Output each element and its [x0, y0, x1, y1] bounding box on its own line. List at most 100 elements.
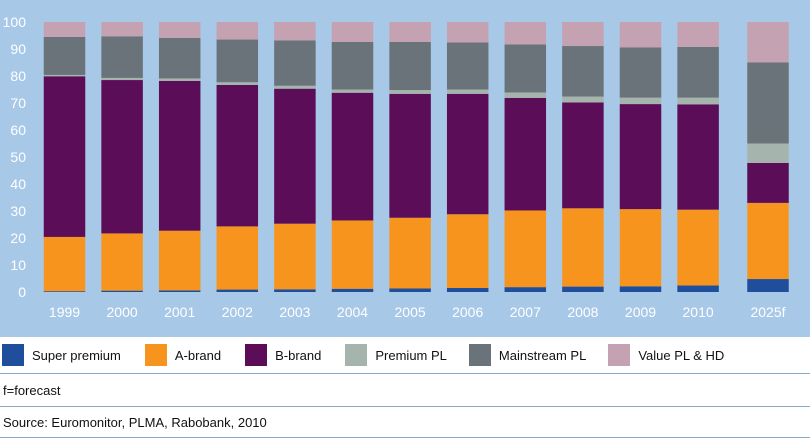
bar-segment-premium-pl [504, 92, 547, 98]
bar-segment-premium-pl [216, 82, 259, 85]
bar-segment-mainstream-pl [158, 37, 201, 79]
y-tick-label: 10 [10, 257, 26, 273]
bar-segment-mainstream-pl [446, 42, 489, 90]
bar-segment-mainstream-pl [389, 41, 431, 91]
bar-segment-premium-pl [562, 96, 604, 103]
bar-segment-mainstream-pl [562, 46, 604, 97]
legend-item: B-brand [245, 344, 321, 366]
legend-label: B-brand [275, 347, 322, 363]
bar-segment-b-brand [331, 92, 374, 221]
bar-segment-premium-pl [389, 90, 431, 94]
legend-item: Premium PL [345, 344, 447, 366]
bar-segment-b-brand [562, 102, 604, 209]
bar-segment-super-premium [43, 291, 86, 292]
bar-segment-b-brand [274, 88, 316, 224]
legend-label: Premium PL [375, 347, 447, 363]
x-tick-label: 2001 [164, 304, 195, 320]
bar-segment-mainstream-pl [43, 36, 86, 75]
bar-segment-value-pl-hd [216, 22, 259, 40]
bar-segment-mainstream-pl [101, 36, 143, 78]
forecast-note-text: f=forecast [3, 382, 61, 398]
x-tick-label: 2010 [683, 304, 714, 320]
bar-segment-mainstream-pl [504, 44, 547, 93]
bar-segment-value-pl-hd [101, 22, 143, 37]
bar-segment-premium-pl [274, 85, 316, 89]
bar-segment-premium-pl [158, 78, 201, 81]
legend-swatch [608, 344, 631, 366]
forecast-note: f=forecast [0, 374, 810, 407]
legend-item: Super premium [2, 344, 121, 366]
legend-item: A-brand [144, 344, 222, 366]
bar-segment-a-brand [747, 202, 789, 280]
legend-swatch [245, 344, 268, 366]
legend-swatch [2, 344, 24, 366]
bar-segment-value-pl-hd [446, 22, 489, 43]
bar-segment-mainstream-pl [216, 39, 259, 83]
bar-segment-value-pl-hd [331, 22, 374, 42]
y-tick-label: 30 [10, 203, 26, 219]
bar-segment-premium-pl [677, 97, 719, 105]
bar-segment-b-brand [619, 104, 662, 210]
bar-segment-premium-pl [747, 143, 789, 163]
bar-segment-mainstream-pl [747, 62, 789, 144]
x-tick-label: 2004 [337, 304, 368, 320]
bar-segment-super-premium [101, 290, 143, 292]
bar-segment-premium-pl [43, 74, 86, 77]
bar-segment-b-brand [446, 93, 489, 215]
y-tick-label: 100 [3, 14, 27, 30]
bar-segment-super-premium [446, 287, 489, 292]
bar-segment-a-brand [216, 226, 259, 290]
y-tick-label: 70 [10, 95, 26, 111]
bar-segment-super-premium [158, 290, 201, 292]
legend-swatch [144, 344, 167, 366]
bar-segment-a-brand [389, 217, 431, 289]
x-tick-label: 1999 [49, 304, 80, 320]
bar-segment-value-pl-hd [158, 22, 201, 38]
y-tick-label: 40 [10, 176, 26, 192]
bar-segment-value-pl-hd [747, 22, 789, 63]
y-tick-label: 80 [10, 68, 26, 84]
bar-segment-b-brand [101, 80, 143, 234]
y-tick-label: 20 [10, 230, 26, 246]
bar-segment-mainstream-pl [677, 46, 719, 98]
legend-item: Value PL & HD [608, 344, 724, 366]
bar-segment-mainstream-pl [274, 40, 316, 86]
bar-segment-value-pl-hd [677, 22, 719, 47]
y-tick-label: 0 [18, 284, 26, 300]
bar-segment-premium-pl [619, 97, 662, 105]
legend-swatch [345, 344, 368, 366]
bar-segment-premium-pl [101, 77, 143, 81]
legend-label: A-brand [174, 347, 222, 363]
bar-segment-value-pl-hd [389, 22, 431, 42]
bar-segment-premium-pl [446, 89, 489, 94]
source-note: Source: Euromonitor, PLMA, Rabobank, 201… [0, 407, 810, 438]
bar-segment-super-premium [389, 288, 431, 292]
bar-segment-a-brand [43, 236, 86, 292]
bar-segment-value-pl-hd [619, 22, 662, 48]
bar-segment-super-premium [274, 289, 316, 292]
y-tick-label: 60 [10, 122, 26, 138]
bar-segment-premium-pl [331, 89, 374, 93]
y-tick-label: 50 [10, 149, 26, 165]
bar-segment-a-brand [446, 214, 489, 288]
bar-segment-a-brand [101, 233, 143, 291]
bar-segment-super-premium [562, 286, 604, 292]
chart-panel: 0 10 20 30 40 50 60 70 80 90 100 1999 2000 2001 2002 20… [0, 0, 810, 337]
bar-segment-super-premium [747, 279, 789, 292]
legend-label: Super premium [32, 347, 121, 363]
bar-segment-super-premium [677, 285, 719, 292]
bar-segment-b-brand [389, 93, 431, 218]
x-tick-label: 2006 [452, 304, 483, 320]
bar-segment-super-premium [331, 288, 374, 292]
bar-segment-super-premium [216, 289, 259, 292]
legend: Super premium A-brand B-brand Premium PL Mai… [0, 337, 810, 374]
x-tick-label: 2002 [222, 304, 253, 320]
bar-segment-a-brand [677, 209, 719, 286]
bar-segment-mainstream-pl [331, 41, 374, 90]
bar-segment-value-pl-hd [504, 22, 547, 45]
bar-segment-b-brand [158, 80, 201, 231]
x-tick-label: 2008 [567, 304, 598, 320]
x-tick-label: 2009 [625, 304, 656, 320]
bar-segment-a-brand [504, 210, 547, 288]
bar-segment-a-brand [274, 223, 316, 290]
